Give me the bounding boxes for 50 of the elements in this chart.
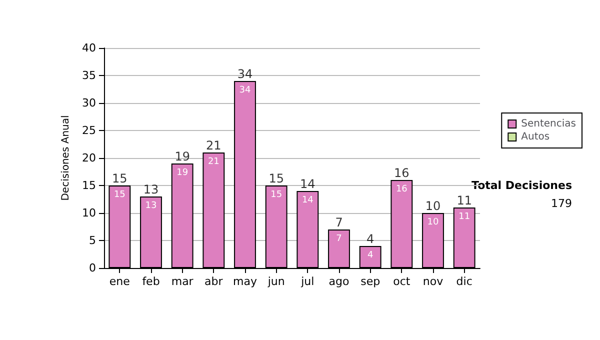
total-label: 14 xyxy=(300,177,316,191)
total-label: 21 xyxy=(206,138,222,152)
data-label: 7 xyxy=(336,234,342,244)
x-tick-label: ene xyxy=(109,275,130,288)
y-tick-label: 10 xyxy=(82,206,96,220)
annotation: Total Decisiones xyxy=(472,179,572,192)
x-tick-label: jul xyxy=(300,275,314,288)
total-label: 11 xyxy=(456,194,472,208)
data-label: 16 xyxy=(396,184,408,194)
total-label: 34 xyxy=(237,67,253,81)
x-tick-label: feb xyxy=(142,275,160,288)
y-tick-label: 40 xyxy=(82,42,96,54)
x-tick-label: jun xyxy=(266,275,285,288)
total-label: 13 xyxy=(143,182,159,196)
total-label: 10 xyxy=(425,199,441,213)
x-tick-label: abr xyxy=(204,275,224,288)
x-tick-label: mar xyxy=(171,275,194,288)
total-label: 19 xyxy=(174,150,190,164)
data-label: 10 xyxy=(427,218,439,228)
y-tick-label: 35 xyxy=(82,69,96,82)
x-tick-label: dic xyxy=(456,275,472,288)
data-label: 14 xyxy=(302,196,314,206)
data-label: 15 xyxy=(270,190,282,200)
y-tick-label: 20 xyxy=(82,152,96,164)
text: 179 xyxy=(551,197,572,210)
data-label: 15 xyxy=(114,190,126,200)
total-label: 15 xyxy=(112,172,128,186)
x-tick-label: oct xyxy=(393,275,411,288)
x-tick-label: may xyxy=(233,275,258,288)
total-label: 7 xyxy=(335,216,343,230)
legend-label: Autos xyxy=(521,132,550,142)
x-tick-label: sep xyxy=(360,275,380,288)
y-tick-label: 5 xyxy=(89,234,96,247)
y-tick-label: 30 xyxy=(82,96,96,110)
legend-label: Sentencias xyxy=(521,118,576,130)
data-label: 19 xyxy=(176,168,188,178)
total-label: 15 xyxy=(268,172,284,186)
data-label: 21 xyxy=(208,157,220,167)
total-label: 4 xyxy=(366,232,374,246)
y-axis-title: Decisiones Anual xyxy=(60,115,72,201)
data-label: 13 xyxy=(145,201,157,211)
data-label: 4 xyxy=(367,250,374,260)
x-tick-label: ago xyxy=(328,275,350,288)
y-tick-label: 0 xyxy=(89,262,96,274)
data-label: 11 xyxy=(458,212,470,222)
total-label: 16 xyxy=(394,166,410,180)
y-tick-label: 25 xyxy=(82,124,96,137)
y-tick-label: 15 xyxy=(82,179,96,192)
data-label: 34 xyxy=(239,86,251,96)
x-tick-label: nov xyxy=(422,275,444,288)
